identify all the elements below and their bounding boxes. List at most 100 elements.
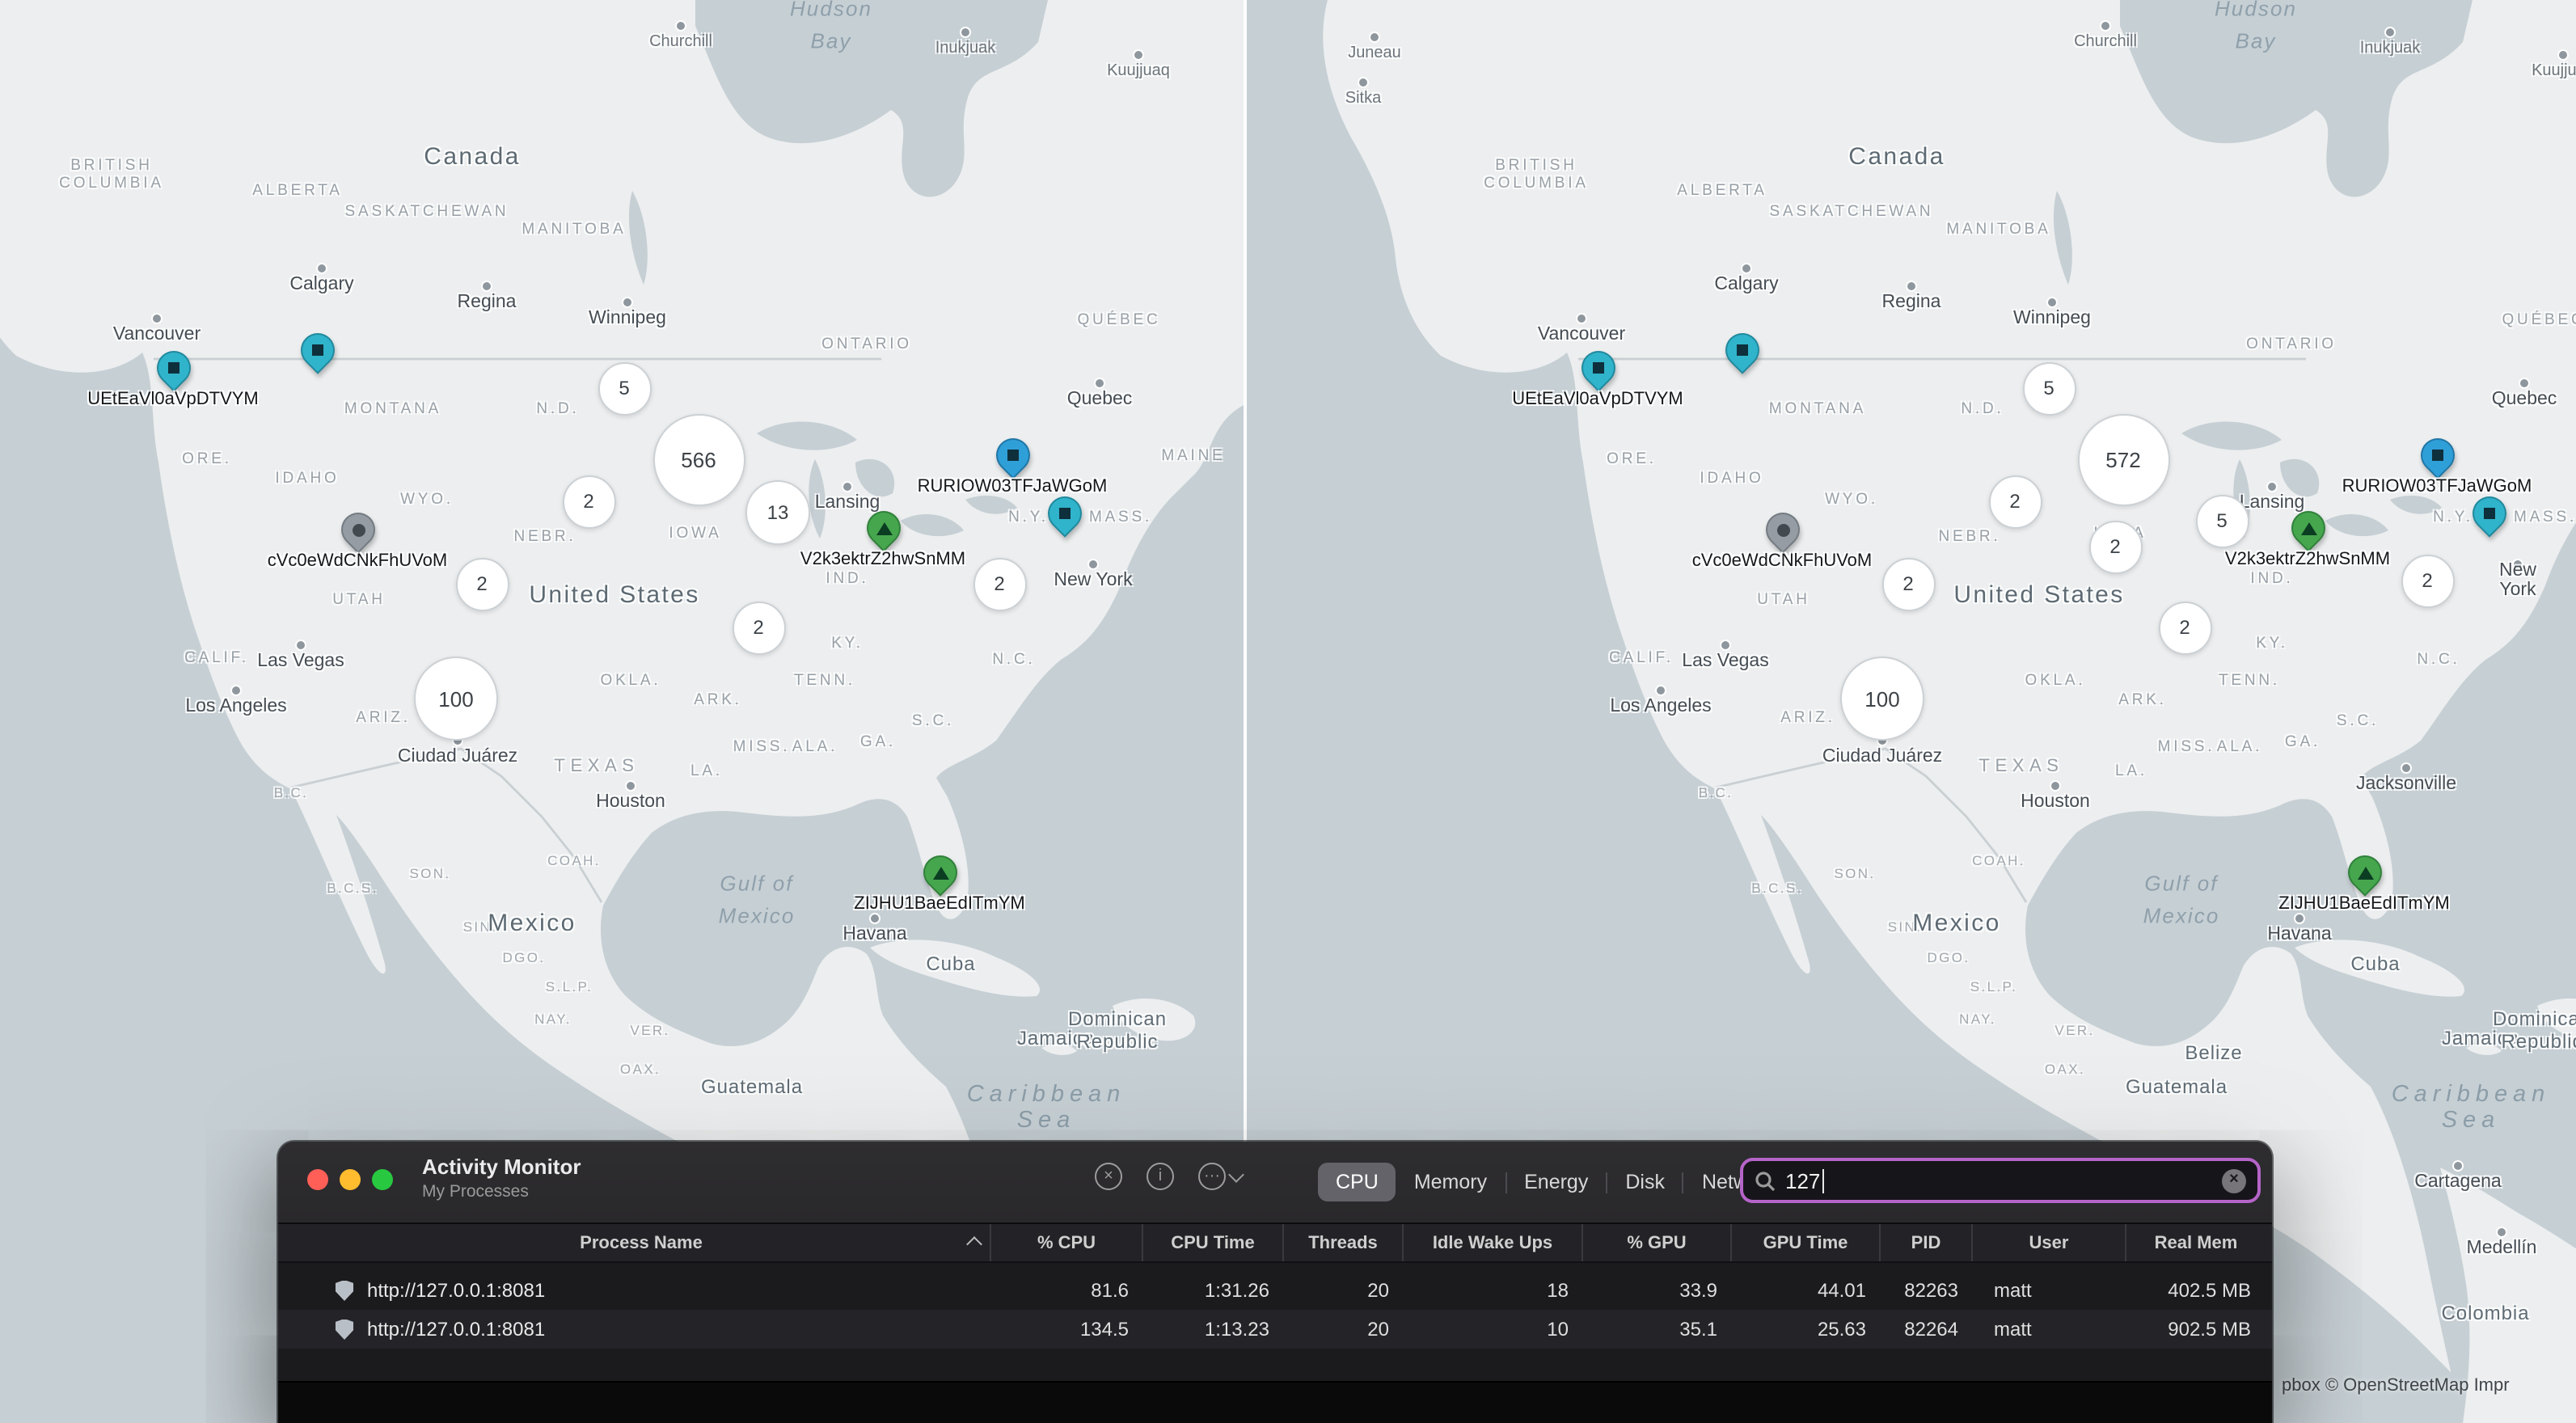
map-label: Ciudad Juárez	[397, 747, 518, 766]
map-pin[interactable]	[1758, 505, 1806, 553]
tab-memory[interactable]: Memory	[1413, 1171, 1488, 1193]
column-header-pid[interactable]: PID	[1881, 1224, 1973, 1261]
map-pin[interactable]	[859, 503, 907, 551]
map-attribution[interactable]: pbox © OpenStreetMap Impr	[2282, 1376, 2510, 1396]
cell-cpu-time: 1:31.26	[1143, 1271, 1284, 1310]
map-label: SON.	[409, 865, 451, 881]
city-dot	[2046, 297, 2058, 308]
map-pin[interactable]	[988, 430, 1037, 479]
square-pin-icon	[302, 334, 332, 365]
cluster-marker[interactable]: 13	[745, 480, 810, 545]
cluster-marker[interactable]: 2	[973, 557, 1026, 610]
tab-cpu[interactable]: CPU	[1318, 1163, 1396, 1201]
column-header-idle-wake-ups[interactable]: Idle Wake Ups	[1404, 1224, 1583, 1261]
cluster-marker[interactable]: 2	[2401, 554, 2454, 607]
search-input[interactable]: 127	[1785, 1168, 1821, 1193]
cell-value: 902.5 MB	[2168, 1318, 2251, 1341]
column-header-user[interactable]: User	[1973, 1224, 2126, 1261]
cluster-marker[interactable]: 572	[2077, 413, 2169, 505]
cluster-marker[interactable]: 2	[732, 601, 785, 654]
map-label: BRITISH COLUMBIA	[59, 157, 164, 192]
map-pin[interactable]	[2340, 847, 2388, 896]
column-header-gpu-time[interactable]: GPU Time	[1732, 1224, 1881, 1261]
map-label: Inukjuak	[2359, 40, 2421, 57]
sort-ascending-icon	[966, 1236, 982, 1252]
table-row[interactable]: http://127.0.0.1:8081 134.5 1:13.23 20 10 35.…	[278, 1310, 2272, 1349]
map-label: B.C.S.	[327, 880, 378, 896]
column-header--cpu[interactable]: % CPU	[991, 1224, 1143, 1261]
cell-threads: 20	[1284, 1310, 1404, 1349]
quit-process-button[interactable]: ×	[1095, 1163, 1122, 1190]
pin-label: V2k3ektrZ2hwSnMM	[2224, 550, 2391, 569]
table-row[interactable]: http://127.0.0.1:8081 81.6 1:31.26 20 18 33.9…	[278, 1271, 2272, 1310]
map-label: Jacksonville	[2356, 775, 2456, 794]
map-pin[interactable]	[1573, 343, 1622, 391]
map-label: Mexico	[1912, 910, 2001, 937]
cluster-marker[interactable]: 2	[455, 557, 509, 610]
map-label: Mexico	[488, 910, 576, 937]
pin-label: V2k3ektrZ2hwSnMM	[800, 550, 966, 569]
cluster-marker[interactable]: 2	[1881, 557, 1935, 610]
cluster-marker[interactable]: 566	[652, 413, 745, 505]
map-label: Havana	[2267, 925, 2332, 944]
map-label: MASS.	[1088, 509, 1153, 526]
map-pin[interactable]	[333, 505, 382, 553]
triangle-glyph	[875, 521, 891, 534]
map-pin[interactable]	[2283, 503, 2332, 551]
column-header-threads[interactable]: Threads	[1284, 1224, 1404, 1261]
more-options-button[interactable]: ···	[1198, 1163, 1244, 1190]
map-label: Winnipeg	[589, 309, 666, 328]
cluster-marker[interactable]: 2	[2158, 601, 2211, 654]
ellipsis-icon: ···	[1198, 1163, 1226, 1190]
tab-disk[interactable]: Disk	[1625, 1171, 1665, 1193]
city-dot	[1906, 281, 1917, 292]
zoom-window-button[interactable]	[372, 1169, 393, 1190]
window-titlebar[interactable]: Activity Monitor My Processes × i ··· CP…	[278, 1142, 2272, 1224]
map-label: QUÉBEC	[2502, 311, 2576, 329]
city-dot	[2496, 1227, 2507, 1238]
cluster-marker[interactable]: 5	[2022, 361, 2076, 415]
pin-label: ZIJHU1BaeEdITmYM	[854, 894, 1025, 914]
map-label: Cartagena	[2414, 1172, 2502, 1192]
triangle-pin-icon	[2349, 856, 2380, 887]
cluster-marker[interactable]: 5	[598, 361, 651, 415]
map-pin[interactable]	[2413, 430, 2461, 479]
square-pin-icon	[2422, 439, 2452, 470]
column-header-cpu-time[interactable]: CPU Time	[1143, 1224, 1284, 1261]
cluster-marker[interactable]: 5	[2195, 494, 2249, 547]
cluster-marker[interactable]: 2	[562, 475, 615, 528]
cell-cpu-time: 1:13.23	[1143, 1310, 1284, 1349]
map-pin[interactable]	[149, 343, 197, 391]
clear-search-button[interactable]: ×	[2222, 1168, 2246, 1193]
map-pin[interactable]	[915, 847, 964, 896]
cell-process-name: http://127.0.0.1:8081	[293, 1271, 991, 1310]
column-header--gpu[interactable]: % GPU	[1583, 1224, 1732, 1261]
cluster-marker[interactable]: 100	[414, 657, 498, 741]
map-label: NAY.	[1959, 1011, 1996, 1027]
map-label: IOWA	[669, 525, 722, 543]
map-pin[interactable]	[1717, 325, 1766, 374]
cell-value: 25.63	[1817, 1318, 1866, 1341]
cluster-marker[interactable]: 100	[1840, 657, 1924, 741]
cluster-marker[interactable]: 2	[1988, 475, 2042, 528]
city-dot	[1133, 49, 1144, 61]
cluster-marker[interactable]: 2	[2088, 520, 2142, 573]
map-label: Los Angeles	[1610, 697, 1712, 716]
square-pin-icon	[997, 439, 1028, 470]
column-header-real-mem[interactable]: Real Mem	[2154, 1233, 2238, 1252]
minimize-window-button[interactable]	[340, 1169, 361, 1190]
map-label: LA.	[2115, 762, 2147, 780]
column-header-process-name[interactable]: Process Name	[293, 1224, 991, 1261]
cell-value: matt	[1994, 1318, 2032, 1341]
map-pin[interactable]	[293, 325, 341, 374]
tab-energy[interactable]: Energy	[1524, 1171, 1589, 1193]
inspect-process-button[interactable]: i	[1147, 1163, 1174, 1190]
map-label: Gulf of Mexico	[718, 871, 796, 928]
search-field[interactable]: 127 ×	[1740, 1158, 2261, 1203]
map-label: CALIF.	[184, 649, 249, 667]
map-label: Regina	[1881, 293, 1941, 312]
city-dot	[1369, 32, 1380, 43]
close-window-button[interactable]	[307, 1169, 328, 1190]
map-label: DGO.	[502, 949, 546, 965]
map-label: B.C.	[1698, 784, 1734, 800]
